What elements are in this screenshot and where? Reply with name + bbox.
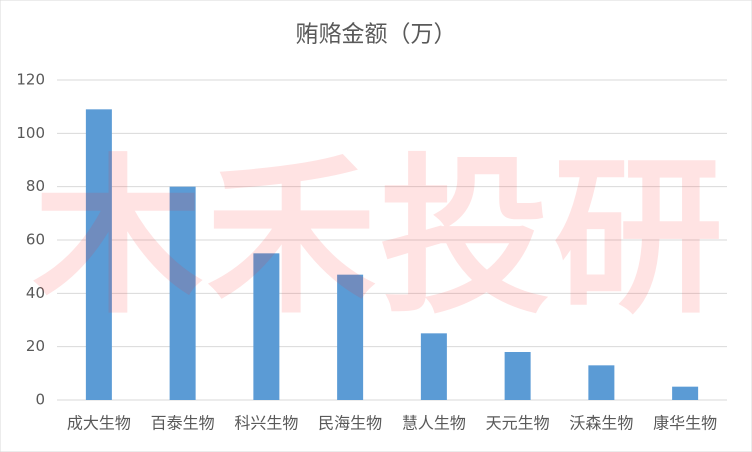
y-tick-label: 120 (16, 71, 45, 89)
x-tick-label: 科兴生物 (234, 414, 298, 433)
bar (337, 274, 364, 400)
bar (672, 386, 699, 400)
y-tick-label: 60 (26, 231, 45, 249)
x-tick-label: 民海生物 (318, 414, 382, 433)
bar (588, 365, 615, 400)
bar (169, 186, 196, 400)
bar (420, 333, 447, 400)
x-tick-label: 成大生物 (67, 414, 131, 433)
x-tick-label: 沃森生物 (569, 414, 633, 433)
x-tick-label: 百泰生物 (151, 414, 215, 433)
bar (253, 253, 280, 400)
chart-title: 贿赂金额（万） (296, 22, 457, 48)
y-tick-label: 40 (26, 284, 45, 302)
y-tick-label: 100 (16, 124, 45, 142)
y-tick-label: 0 (35, 391, 45, 409)
bar (504, 352, 531, 400)
x-tick-label: 慧人生物 (402, 414, 466, 433)
y-tick-label: 20 (26, 337, 45, 355)
x-tick-label: 天元生物 (486, 414, 550, 433)
y-tick-label: 80 (26, 177, 45, 195)
x-tick-label: 康华生物 (653, 414, 717, 433)
bar (85, 109, 112, 400)
